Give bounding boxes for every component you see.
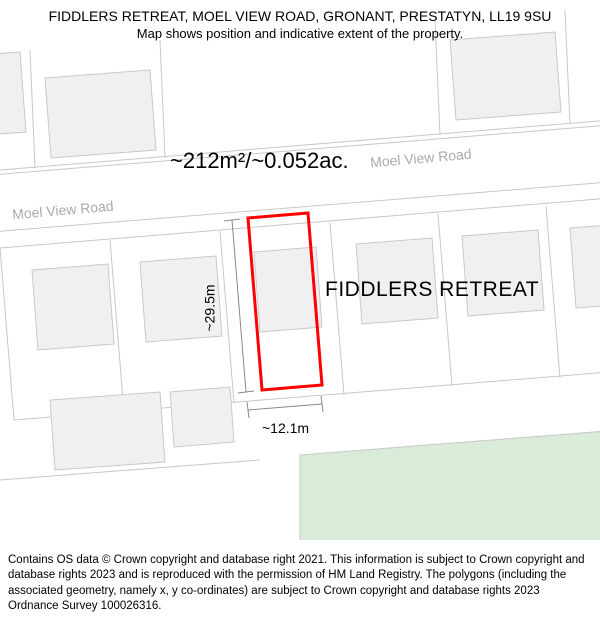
property-label: FIDDLERS RETREAT: [325, 278, 539, 302]
dimension-height-label: ~29.5m: [202, 284, 218, 331]
header: FIDDLERS RETREAT, MOEL VIEW ROAD, GRONAN…: [0, 0, 600, 45]
map-canvas: Moel View Road Moel View Road ~212m²/~0.…: [0, 0, 600, 540]
page-title: FIDDLERS RETREAT, MOEL VIEW ROAD, GRONAN…: [10, 8, 590, 24]
footer-copyright: Contains OS data © Crown copyright and d…: [0, 547, 600, 625]
area-label: ~212m²/~0.052ac.: [170, 148, 349, 174]
map-svg: [0, 0, 600, 540]
dimension-width-label: ~12.1m: [262, 420, 309, 436]
page-subtitle: Map shows position and indicative extent…: [10, 26, 590, 41]
